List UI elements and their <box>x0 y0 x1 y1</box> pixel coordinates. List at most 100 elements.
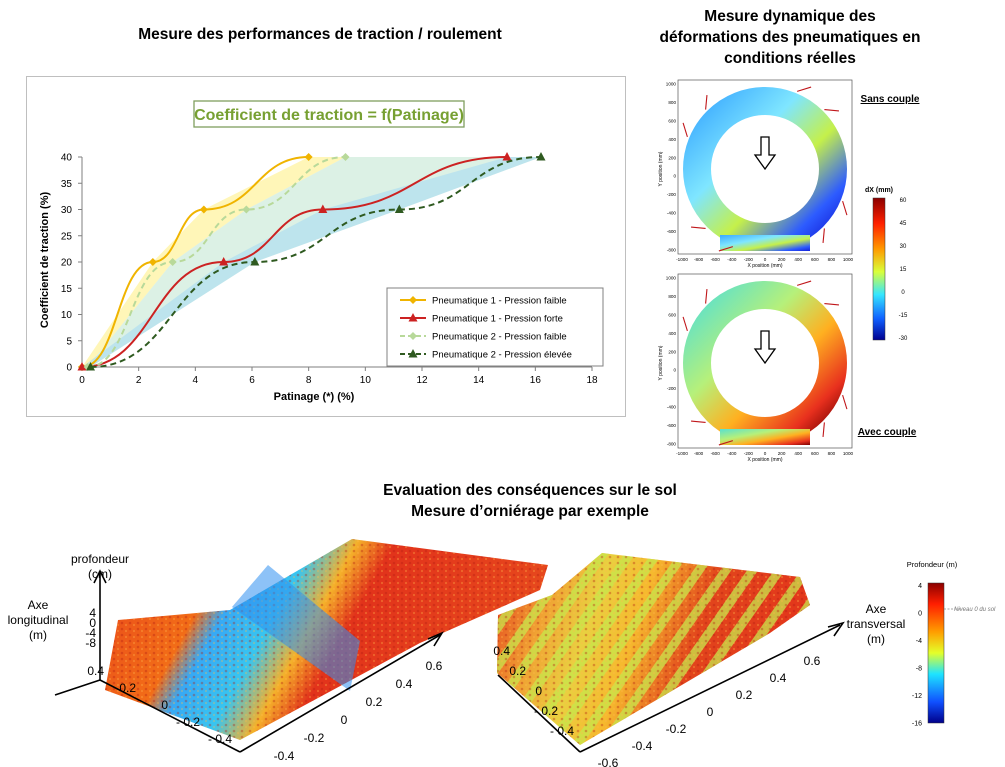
right-axes <box>497 621 845 753</box>
depth-colorbar-ticks: 4 0 -4 -8 -12 -16 <box>912 583 922 728</box>
x-axis-label: X position (mm) <box>747 263 782 269</box>
x-tick-label: -800 <box>694 257 704 262</box>
longitudinal-tick-label: - 0.2 <box>176 715 200 729</box>
y-tick-label: 200 <box>668 349 676 354</box>
right-transversal-tick-label: 0.6 <box>804 654 821 668</box>
x-tick-label: 2 <box>136 375 142 386</box>
series-line-1 <box>81 156 309 368</box>
depth-colorbar-tick-label: -12 <box>912 693 922 700</box>
longitudinal-tick-label: 0 <box>161 698 168 712</box>
series-point-4 <box>250 257 260 266</box>
x-tick-label: -1000 <box>676 451 688 456</box>
y-tick-label: 5 <box>66 336 72 347</box>
deformation-colorbar-title: dX (mm) <box>865 187 893 194</box>
colorbar-tick-label: 0 <box>901 290 905 296</box>
x-tick-label: 18 <box>586 375 598 386</box>
chart-axes: 0 2 4 6 8 10 12 14 16 18 0 5 10 15 20 25 30 35 40 <box>61 153 598 387</box>
x-tick-label: -400 <box>727 257 737 262</box>
right-transversal-tick-label: 0.4 <box>770 671 787 685</box>
x-tick-label: 6 <box>249 375 255 386</box>
chart-area-fills <box>82 157 541 367</box>
rotation-arrow <box>822 422 825 437</box>
series-point-4 <box>536 152 546 161</box>
x-tick-label: -200 <box>744 451 754 456</box>
y-axis-label: Y position (mm) <box>658 345 664 380</box>
depth-colorbar-tick-label: -8 <box>916 666 922 673</box>
x-tick-label: 1000 <box>843 257 854 262</box>
right-longitudinal-tick-label: 0 <box>535 684 542 698</box>
x-tick-label: -1000 <box>676 257 688 262</box>
depth-tick-label: 0 <box>89 616 96 630</box>
rotation-arrow <box>691 420 706 423</box>
y-tick-label: 25 <box>61 231 73 242</box>
series-line-2 <box>81 156 508 368</box>
series-point-1 <box>148 258 157 266</box>
rotation-arrow <box>682 122 688 138</box>
depth-colorbar-tick-label: 0 <box>918 611 922 618</box>
chart-series <box>77 152 546 371</box>
x-tick-label: 4 <box>193 375 199 386</box>
x-tick-label: 400 <box>794 257 802 262</box>
series-point-3 <box>242 205 251 214</box>
depth-colorbar-title: Profondeur (m) <box>907 560 958 569</box>
series-point-3 <box>341 153 350 161</box>
x-axis-label: Patinage (*) (%) <box>274 391 355 403</box>
rotation-arrow <box>718 246 734 252</box>
rotation-arrow <box>705 95 708 110</box>
label-avec-couple: Avec couple <box>858 427 917 438</box>
heading-soil: Evaluation des conséquences sur le sol M… <box>300 480 760 522</box>
transversal-tick-label: 0.2 <box>366 695 383 709</box>
x-tick-label: 600 <box>811 257 819 262</box>
series-line-4 <box>90 156 542 368</box>
soil-rut-figure: 40-4-80.40.20- 0.2- 0.40.60.40.20-0.2-0.… <box>8 539 996 767</box>
longitudinal-tick-label: 0.4 <box>87 664 104 678</box>
x-tick-label: 200 <box>778 451 786 456</box>
depth-tick-label: -8 <box>85 636 96 650</box>
right-longitudinal-tick-label: - 0.4 <box>550 724 574 738</box>
x-tick-label: 0 <box>79 375 85 386</box>
legend-label-1: Pneumatique 1 - Pression faible <box>432 296 567 307</box>
heading-deformations-line2: déformations des pneumatiques en <box>659 29 921 46</box>
depth-tick-label: -4 <box>85 626 96 640</box>
right-axis-ticks: 0.4 0.2 0 - 0.2 - 0.4 0.6 0.4 0.2 0 -0.2 -0.4 -0.6 <box>493 644 820 767</box>
legend-label-4: Pneumatique 2 - Pression élevée <box>432 350 572 361</box>
legend-marker-2 <box>408 313 418 322</box>
colorbar-tick-label: 15 <box>900 267 907 273</box>
x-tick-label: 800 <box>828 257 836 262</box>
right-transversal-tick-label: 0.2 <box>736 688 753 702</box>
y-tick-label: -200 <box>667 192 677 197</box>
x-tick-label: 0 <box>764 451 767 456</box>
right-transversal-tick-label: -0.4 <box>632 739 653 753</box>
load-arrow <box>753 136 777 171</box>
depth-axis-label: profondeur (cm) <box>71 552 129 581</box>
y-tick-label: 800 <box>668 294 676 299</box>
x-tick-label: 14 <box>473 375 485 386</box>
legend-label-3: Pneumatique 2 - Pression faible <box>432 332 567 343</box>
y-tick-label: -800 <box>667 248 677 253</box>
series-point-3 <box>168 258 177 266</box>
load-arrow <box>753 330 777 365</box>
chart-title-box <box>193 100 465 128</box>
rotation-arrow <box>691 226 706 229</box>
x-tick-label: 400 <box>794 451 802 456</box>
rotation-arrow <box>796 86 812 92</box>
depth-colorbar-tick-label: -16 <box>912 721 922 728</box>
right-transversal-tick-label: -0.6 <box>598 756 619 767</box>
y-tick-label: 40 <box>61 153 73 164</box>
rotation-arrow <box>822 228 825 243</box>
transversal-tick-label: -0.4 <box>274 749 295 763</box>
y-tick-label: 0 <box>673 174 676 179</box>
x-tick-label: 800 <box>828 451 836 456</box>
y-tick-label: 800 <box>668 100 676 105</box>
deformation-colorbar <box>872 197 886 341</box>
depth-colorbar-tick-label: -4 <box>916 638 922 645</box>
transversal-tick-label: 0.6 <box>426 659 443 673</box>
y-tick-label: -400 <box>667 211 677 216</box>
y-tick-label: 1000 <box>666 82 677 87</box>
x-tick-label: 8 <box>306 375 312 386</box>
y-tick-label: 200 <box>668 155 676 160</box>
x-tick-label: -800 <box>694 451 704 456</box>
y-axis-label: Y position (mm) <box>658 151 664 186</box>
series-point-4 <box>86 362 95 371</box>
series-point-2 <box>318 204 328 213</box>
